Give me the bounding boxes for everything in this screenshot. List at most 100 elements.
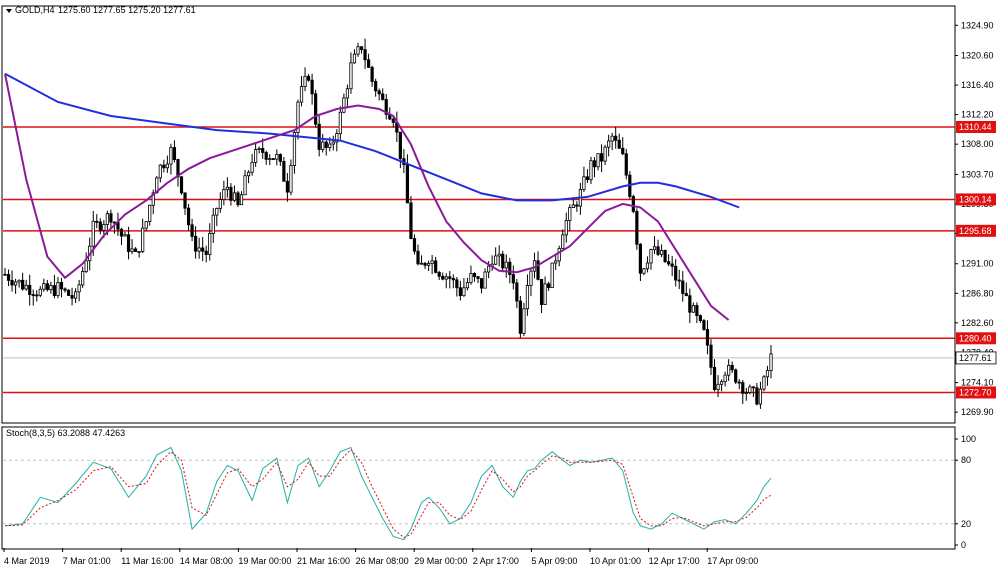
candle-body xyxy=(285,180,290,193)
candle-body xyxy=(705,329,710,346)
candle-body xyxy=(755,387,759,405)
candle-body xyxy=(225,186,229,190)
time-tick-label: 19 Mar 00:00 xyxy=(238,556,291,566)
candle-body xyxy=(564,220,568,236)
candle-body xyxy=(585,176,590,181)
level-price-tag xyxy=(956,193,996,206)
level-price-tag xyxy=(956,224,996,237)
indicator-label: Stoch(8,3,5) 63.2088 47.4263 xyxy=(6,428,125,438)
candle-body xyxy=(518,300,522,334)
candle-body xyxy=(483,271,487,289)
candle-body xyxy=(501,253,505,269)
dropdown-arrow-icon[interactable] xyxy=(6,9,12,13)
price-tick-label: 1320.60 xyxy=(961,51,994,61)
stoch-tick-label: 80 xyxy=(961,455,971,465)
candle-body xyxy=(423,262,427,266)
candle-body xyxy=(522,308,526,334)
candle-body xyxy=(381,93,385,100)
ma-fast-line xyxy=(4,73,730,321)
candle-body xyxy=(642,268,646,274)
candle-body xyxy=(275,154,279,160)
candle-body xyxy=(497,253,501,257)
candle-body xyxy=(109,213,113,223)
moving-averages xyxy=(4,72,740,321)
time-tick-label: 29 Mar 00:00 xyxy=(414,556,467,566)
candle-body xyxy=(66,289,71,296)
candle-body xyxy=(734,369,738,383)
candle-body xyxy=(13,281,18,286)
candle-body xyxy=(430,260,434,264)
stoch-axis: 100 80 20 0 xyxy=(955,434,976,550)
candle-body xyxy=(476,276,480,279)
candle-body xyxy=(211,214,215,234)
support-resistance-lines[interactable] xyxy=(3,126,955,394)
candle-body xyxy=(741,382,745,394)
candle-body xyxy=(437,272,441,277)
candle-body xyxy=(695,305,699,316)
candle-body xyxy=(105,213,109,225)
candle-body xyxy=(691,305,695,313)
candle-body xyxy=(144,221,148,229)
candle-body xyxy=(165,163,169,169)
candle-body xyxy=(363,49,367,61)
candle-body xyxy=(123,234,127,237)
candle-body xyxy=(52,285,57,296)
time-tick-label: 17 Apr 09:00 xyxy=(707,556,758,566)
candle-body xyxy=(17,279,21,283)
candle-body xyxy=(727,364,731,376)
candle-body xyxy=(472,273,477,278)
ma-slow-line xyxy=(4,72,740,209)
candle-body xyxy=(444,276,448,280)
time-axis[interactable]: 4 Mar 2019 7 Mar 01:00 11 Mar 16:00 14 Mar … xyxy=(3,548,758,566)
time-tick-label: 26 Mar 08:00 xyxy=(356,556,409,566)
candle-body xyxy=(299,86,304,103)
candle-body xyxy=(321,141,325,150)
candle-body xyxy=(190,224,194,237)
time-tick-label: 10 Apr 01:00 xyxy=(590,556,641,566)
candle-body xyxy=(684,293,688,297)
candle-body xyxy=(744,392,748,394)
candle-body xyxy=(624,153,628,176)
candle-body xyxy=(271,158,275,160)
price-tick-label: 1312.20 xyxy=(961,110,994,120)
candle-body xyxy=(352,53,357,64)
candle-body xyxy=(508,261,512,275)
candle-body xyxy=(98,221,102,231)
candle-body xyxy=(667,261,671,265)
price-tick-label: 1291.00 xyxy=(961,259,994,269)
candle-body xyxy=(24,284,28,290)
candle-body xyxy=(384,99,388,115)
candle-body xyxy=(511,274,515,284)
candle-body xyxy=(183,192,187,209)
candle-body xyxy=(716,383,720,390)
candle-body xyxy=(91,220,95,247)
time-tick-label: 7 Mar 01:00 xyxy=(63,556,111,566)
stoch-panel[interactable] xyxy=(1,426,956,550)
candle-body xyxy=(536,260,540,280)
time-tick-label: 12 Apr 17:00 xyxy=(649,556,700,566)
current-price-tag xyxy=(955,351,997,365)
candle-body xyxy=(419,262,424,265)
candle-body xyxy=(95,220,99,223)
candle-body xyxy=(765,370,770,378)
candle-body xyxy=(638,243,643,274)
candle-body xyxy=(151,192,155,206)
candle-body xyxy=(257,148,261,150)
candle-body xyxy=(539,279,544,305)
candle-body xyxy=(208,233,212,255)
candle-body xyxy=(356,46,360,55)
candle-body xyxy=(222,189,226,200)
candle-body xyxy=(557,248,561,262)
price-panel[interactable] xyxy=(1,5,956,424)
candle-body xyxy=(674,265,678,281)
price-axis[interactable]: 1324.90 1320.60 1316.40 1312.20 1308.00 1303.… xyxy=(955,20,997,417)
candle-body xyxy=(462,287,466,297)
candle-body xyxy=(688,295,692,313)
candle-body xyxy=(42,283,46,290)
candle-body xyxy=(416,250,420,265)
price-tick-label: 1308.00 xyxy=(961,139,994,149)
candle-body xyxy=(56,282,60,296)
candle-body xyxy=(324,141,328,148)
candle-body xyxy=(218,199,222,209)
